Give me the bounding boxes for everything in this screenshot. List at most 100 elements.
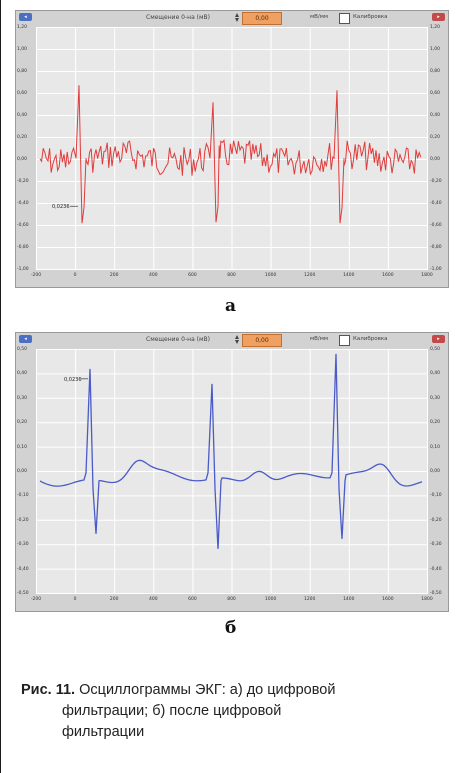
- plot-area-b: 0,0236: [35, 348, 429, 595]
- offset-label: Смещение 0-на (мВ): [146, 14, 210, 21]
- y-tick-label: 0,20: [17, 135, 28, 140]
- y-tick-label: 0,00: [430, 157, 441, 162]
- x-tick-label: 0: [73, 597, 77, 602]
- y-tick-label: 0,60: [17, 91, 28, 96]
- ecg-signal-noisy: [39, 85, 422, 224]
- y-tick-label: -0,20: [17, 517, 29, 523]
- x-tick-label: 1800: [421, 273, 433, 278]
- y-tick-label: -0,30: [430, 542, 442, 548]
- y-tick-label: 0,20: [17, 420, 28, 426]
- y-tick-label: 1,20: [17, 25, 28, 30]
- plot-area-a: 0,0236: [35, 26, 429, 271]
- y-tick-label: 0,40: [17, 113, 28, 118]
- y-tick-label: -0,10: [17, 493, 29, 499]
- panel-b-letter: б: [225, 618, 237, 638]
- oscillogram-panel-b: ◂ Смещение 0-на (мВ) 0,00 мВ/мм Калибров…: [15, 332, 449, 612]
- offset-spinner[interactable]: [234, 13, 239, 23]
- panel-b-toolbar: ◂ Смещение 0-на (мВ) 0,00 мВ/мм Калибров…: [16, 333, 448, 349]
- x-tick-label: 1000: [264, 273, 277, 278]
- ecg-signal-filtered: [39, 353, 423, 549]
- y-tick-label: 0,10: [17, 444, 28, 450]
- y-tick-label: 1,00: [430, 47, 441, 52]
- y-tick-label: 0,20: [430, 420, 441, 426]
- y-tick-label: -0,20: [430, 179, 442, 184]
- y-tick-label: -0,40: [17, 201, 29, 206]
- x-tick-label: 1600: [382, 597, 394, 602]
- y-tick-label: -0,60: [430, 223, 442, 228]
- y-tick-label: 0,00: [17, 469, 28, 474]
- y-tick-label: 0,10: [430, 444, 441, 450]
- caption-line-2: фильтрации; б) после цифровой: [62, 703, 282, 719]
- y-tick-label: 0,20: [430, 135, 441, 140]
- y-tick-label: 0,40: [430, 371, 441, 377]
- x-tick-label: 200: [109, 597, 119, 602]
- panel-a-letter: а: [225, 296, 237, 316]
- x-tick-label: 200: [109, 273, 119, 278]
- offset-label: Смещение 0-на (мВ): [146, 336, 210, 343]
- units-label: мВ/мм: [310, 14, 329, 20]
- offset-value-field[interactable]: 0,00: [242, 334, 282, 347]
- channel-b-left-badge[interactable]: ◂: [19, 335, 32, 343]
- channel-a-left-badge[interactable]: ◂: [19, 13, 32, 21]
- y-tick-label: -0,40: [17, 566, 29, 572]
- y-tick-label: 0,50: [430, 347, 441, 352]
- y-tick-label: -1,00: [430, 267, 442, 272]
- y-tick-label: -0,30: [17, 542, 29, 548]
- y-tick-label: -0,10: [430, 493, 442, 499]
- units-label: мВ/мм: [310, 336, 329, 342]
- offset-spinner[interactable]: [234, 335, 239, 345]
- x-tick-label: 1600: [382, 273, 394, 278]
- offset-value-field[interactable]: 0,00: [242, 12, 282, 25]
- y-tick-label: -0,50: [17, 591, 29, 596]
- figure-number: Рис. 11.: [21, 682, 76, 698]
- x-tick-label: 0: [73, 273, 77, 278]
- x-tick-label: 1200: [303, 597, 316, 602]
- y-tick-label: 0,30: [17, 395, 28, 401]
- x-tick-label: 400: [149, 597, 158, 602]
- x-tick-label: 400: [149, 273, 158, 278]
- y-tick-label: -0,50: [430, 591, 442, 596]
- y-tick-label: 0,60: [430, 91, 441, 96]
- x-tick-label: 800: [227, 273, 236, 278]
- ecg-trace-a: 0,0236: [35, 26, 429, 271]
- x-tick-label: 600: [188, 273, 197, 278]
- y-tick-label: -0,80: [430, 245, 442, 250]
- caption-line-1: Осциллограммы ЭКГ: а) до цифровой: [75, 682, 336, 698]
- y-tick-label: 0,50: [17, 347, 28, 352]
- y-tick-label: 0,30: [430, 395, 441, 401]
- y-tick-label: 0,00: [17, 157, 28, 162]
- y-tick-label: -1,00: [17, 267, 29, 272]
- y-tick-label: -0,40: [430, 201, 442, 206]
- channel-a-right-badge[interactable]: ▸: [432, 13, 445, 21]
- y-tick-label: -0,20: [17, 179, 29, 184]
- left-rule: [0, 0, 1, 773]
- panel-a-toolbar: ◂ Смещение 0-на (мВ) 0,00 мВ/мм Калибров…: [16, 11, 448, 27]
- y-tick-label: 1,20: [430, 25, 441, 30]
- units-checkbox[interactable]: [339, 13, 350, 24]
- marker-label: 0,0236: [52, 204, 70, 210]
- marker-label: 0,0236: [64, 377, 82, 383]
- x-tick-label: 1000: [264, 597, 277, 602]
- oscillogram-panel-a: ◂ Смещение 0-на (мВ) 0,00 мВ/мм Калибров…: [15, 10, 449, 288]
- x-tick-label: 1200: [303, 273, 316, 278]
- figure-caption: Рис. 11. Осциллограммы ЭКГ: а) до цифров…: [21, 680, 456, 743]
- x-tick-label: -200: [30, 273, 42, 278]
- calibration-label: Калибровка: [353, 14, 388, 20]
- y-tick-label: -0,40: [430, 566, 442, 572]
- units-checkbox[interactable]: [339, 335, 350, 346]
- calibration-label: Калибровка: [353, 336, 388, 342]
- y-tick-label: 0,40: [17, 371, 28, 377]
- ecg-trace-b: 0,0236: [35, 348, 429, 595]
- x-tick-label: 1400: [343, 273, 355, 278]
- y-tick-label: 0,80: [430, 69, 441, 74]
- x-tick-label: 600: [188, 597, 197, 602]
- x-tick-label: 1800: [421, 597, 433, 602]
- y-tick-label: 0,40: [430, 113, 441, 118]
- y-tick-label: -0,80: [17, 245, 29, 250]
- y-tick-label: -0,60: [17, 223, 29, 228]
- caption-line-3: фильтрации: [62, 724, 145, 740]
- x-tick-label: -200: [30, 597, 42, 602]
- y-tick-label: 0,00: [430, 469, 441, 474]
- channel-b-right-badge[interactable]: ▸: [432, 335, 445, 343]
- x-tick-label: 800: [227, 597, 236, 602]
